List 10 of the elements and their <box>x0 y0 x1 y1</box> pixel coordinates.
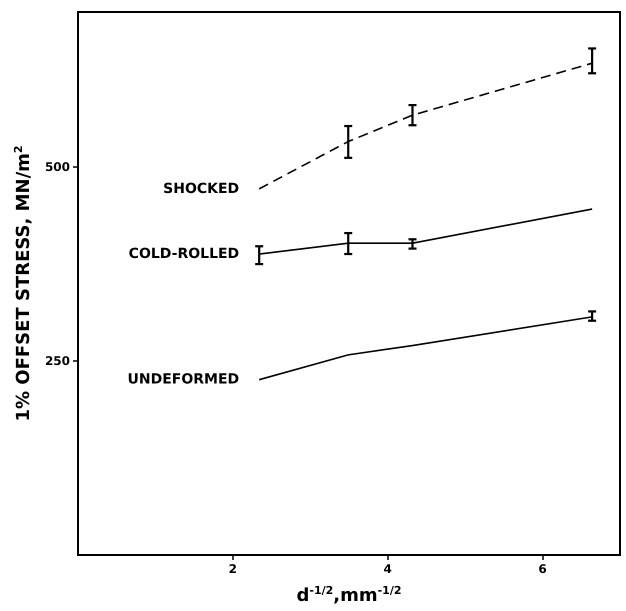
series-label: UNDEFORMED <box>128 372 240 388</box>
y-tick-label: 250 <box>44 354 70 368</box>
x-tick-label: 6 <box>538 562 547 576</box>
series-label: SHOCKED <box>163 180 240 197</box>
x-tick-label: 4 <box>384 562 392 576</box>
x-tick-label: 2 <box>228 562 238 576</box>
y-axis-title: 1% OFFSET STRESS, MN/m2 <box>12 145 34 422</box>
line-series <box>258 316 593 380</box>
y-tick-label: 500 <box>44 160 70 174</box>
series-label: COLD-ROLLED <box>128 246 240 262</box>
